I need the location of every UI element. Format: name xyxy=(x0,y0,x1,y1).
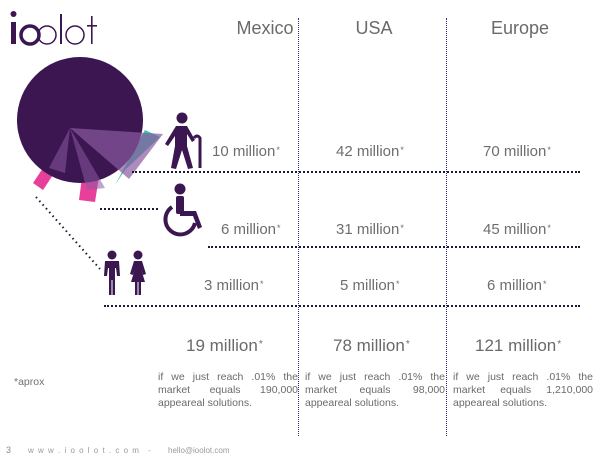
row-divider xyxy=(208,246,580,248)
column-divider xyxy=(446,18,447,436)
market-note-mexico: if we just reach .01% the market equals … xyxy=(158,371,298,409)
value-general-usa: 5 million* xyxy=(340,277,400,294)
approximation-footnote: *aprox xyxy=(14,376,45,388)
footer-email-link[interactable]: hello@ioolot.com xyxy=(168,446,230,455)
value-elderly-mexico: 10 million* xyxy=(212,143,280,160)
row-connector xyxy=(100,208,158,210)
total-mexico: 19 million* xyxy=(186,336,263,355)
value-general-europe: 6 million* xyxy=(487,277,547,294)
man-woman-icon xyxy=(104,250,146,295)
footer-website-link[interactable]: w w w . i o o l o t . c o m xyxy=(28,446,140,455)
footer-separator: - xyxy=(148,446,152,455)
total-europe: 121 million* xyxy=(475,336,562,355)
market-note-europe: if we just reach .01% the market equals … xyxy=(453,371,593,409)
population-pie-graphic xyxy=(17,57,163,202)
value-wheelchair-usa: 31 million* xyxy=(336,221,404,238)
market-note-usa: if we just reach .01% the market equals … xyxy=(305,371,445,409)
column-header-usa: USA xyxy=(355,18,393,38)
connector-line xyxy=(35,196,101,270)
ioolot-logo xyxy=(10,11,97,46)
page-number: 3 xyxy=(6,445,12,455)
wheelchair-icon xyxy=(163,183,202,237)
row-divider xyxy=(104,305,580,307)
value-elderly-europe: 70 million* xyxy=(483,143,551,160)
row-divider xyxy=(132,171,580,173)
elderly-person-icon xyxy=(165,112,202,169)
column-divider xyxy=(298,18,299,436)
value-general-mexico: 3 million* xyxy=(204,277,264,294)
value-wheelchair-mexico: 6 million* xyxy=(221,221,281,238)
total-usa: 78 million* xyxy=(333,336,410,355)
column-header-europe: Europe xyxy=(490,18,550,38)
column-header-mexico: Mexico xyxy=(236,18,294,38)
value-elderly-usa: 42 million* xyxy=(336,143,404,160)
value-wheelchair-europe: 45 million* xyxy=(483,221,551,238)
